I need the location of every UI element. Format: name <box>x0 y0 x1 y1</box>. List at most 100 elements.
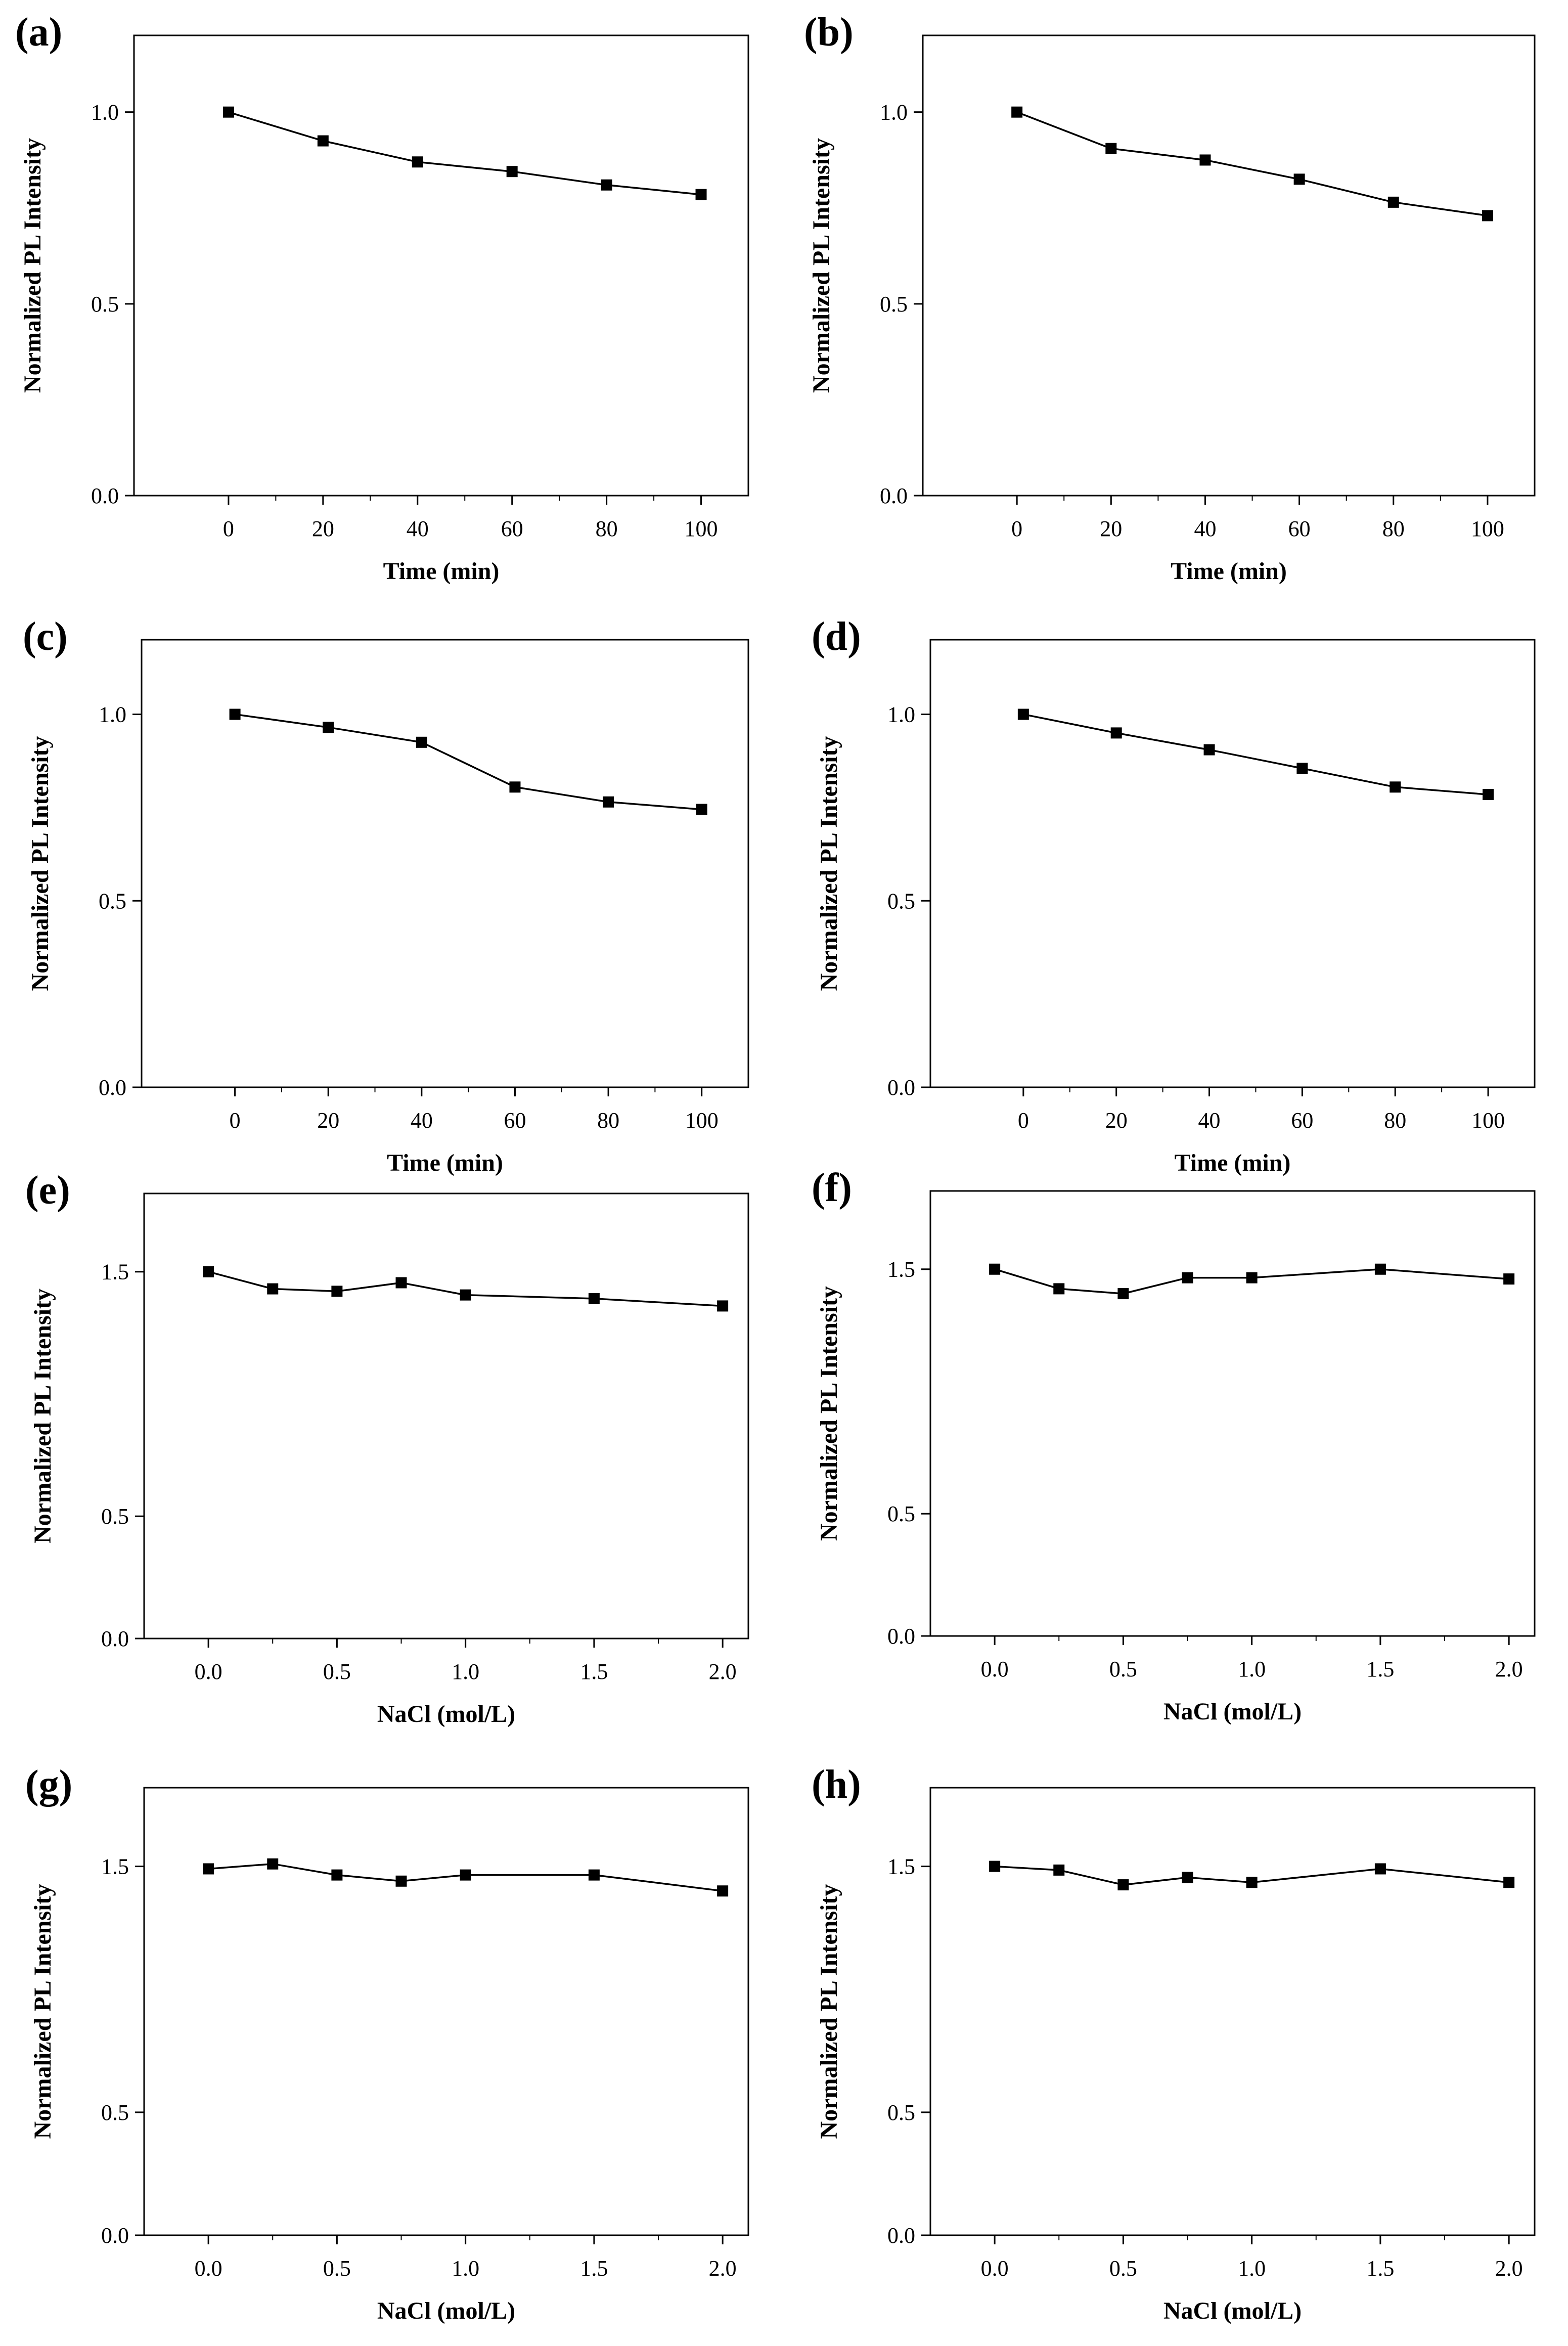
x-tick-label: 0 <box>223 516 234 541</box>
y-axis-title: Normalized PL Intensity <box>808 138 835 393</box>
data-point <box>1117 1879 1129 1891</box>
data-point <box>1199 154 1211 166</box>
y-tick-label: 0.0 <box>101 1626 129 1651</box>
x-tick-label: 80 <box>1384 1108 1406 1133</box>
series-line <box>228 111 701 196</box>
data-point <box>1117 1288 1129 1300</box>
data-point <box>989 1263 1001 1275</box>
data-point <box>460 1289 471 1301</box>
x-tick-label: 20 <box>317 1108 339 1133</box>
plot-frame <box>929 1787 1536 2236</box>
x-tick-label: 1.5 <box>580 1659 608 1684</box>
panel-label: (d) <box>812 614 861 659</box>
data-point <box>1053 1283 1065 1295</box>
data-point <box>416 736 427 748</box>
y-axis-title: Normalized PL Intensity <box>19 138 46 393</box>
series-line <box>235 713 702 811</box>
data-point <box>1482 210 1493 222</box>
y-tick-label: 0.0 <box>101 2223 129 2248</box>
x-tick-label: 100 <box>1471 516 1504 541</box>
data-point <box>317 135 329 147</box>
y-tick-label: 0.0 <box>887 1075 915 1100</box>
y-tick-label: 0.5 <box>101 2100 129 2125</box>
data-point <box>603 796 614 808</box>
x-tick-label: 20 <box>312 516 334 541</box>
x-tick-label: 0.0 <box>981 2256 1009 2281</box>
y-axis-title: Normalized PL Intensity <box>816 1884 842 2139</box>
data-point <box>395 1875 407 1887</box>
x-tick-label: 2.0 <box>1495 1657 1523 1681</box>
y-axis-title: Normalized PL Intensity <box>816 1286 842 1541</box>
panel-label: (g) <box>25 1762 72 1807</box>
x-tick-label: 40 <box>407 516 429 541</box>
y-axis-title: Normalized PL Intensity <box>816 736 842 991</box>
data-point <box>1182 1872 1193 1883</box>
y-tick-label: 0.0 <box>887 2223 915 2248</box>
data-point <box>1374 1863 1386 1875</box>
x-tick-label: 1.0 <box>1238 2256 1266 2281</box>
plot-frame <box>133 34 749 497</box>
panel-b: (b) 0 20 40 60 80 100 0.0 0.5 1.0 Time (min) Normal… <box>804 10 1536 585</box>
data-point <box>222 106 234 118</box>
panel-label: (h) <box>812 1762 861 1807</box>
data-point <box>1203 744 1215 756</box>
series-line <box>208 1271 723 1307</box>
data-point <box>412 156 423 168</box>
plot-frame <box>143 1787 749 2236</box>
data-point <box>1296 763 1308 774</box>
x-tick-label: 1.0 <box>1238 1657 1266 1681</box>
y-tick-label: 0.0 <box>91 483 119 508</box>
x-axis-title: NaCl (mol/L) <box>377 2297 515 2324</box>
data-point <box>1390 781 1401 793</box>
data-point <box>229 709 241 720</box>
y-tick-label: 0.5 <box>91 292 119 317</box>
x-axis-title: Time (min) <box>387 1149 503 1176</box>
y-tick-label: 1.5 <box>887 1257 915 1282</box>
data-point <box>203 1266 214 1277</box>
y-tick-label: 0.0 <box>99 1075 126 1100</box>
x-tick-label: 0.0 <box>195 1659 222 1684</box>
y-tick-label: 1.0 <box>880 100 908 125</box>
y-tick-label: 0.5 <box>887 2100 915 2125</box>
x-axis-title: Time (min) <box>383 558 500 585</box>
x-tick-label: 1.5 <box>1366 2256 1394 2281</box>
plot-frame <box>143 1192 749 1640</box>
data-point <box>506 166 518 178</box>
data-point <box>588 1293 600 1304</box>
x-tick-label: 0.5 <box>323 1659 351 1684</box>
plot-frame <box>922 34 1536 497</box>
x-tick-label: 0 <box>230 1108 241 1133</box>
data-point <box>601 179 612 191</box>
y-tick-label: 1.5 <box>101 1260 129 1285</box>
x-axis-title: NaCl (mol/L) <box>377 1701 515 1728</box>
y-tick-label: 0.0 <box>880 483 908 508</box>
data-point <box>1387 196 1399 208</box>
panel-f: (f) 0.0 0.5 1.0 1.5 2.0 0.0 0.5 1.5 NaCl (mol/L) N… <box>812 1166 1536 1725</box>
y-axis-title: Normalized PL Intensity <box>29 1289 56 1543</box>
panel-h: (h) 0.0 0.5 1.0 1.5 2.0 0.0 0.5 1.5 NaCl (mol/L) N… <box>812 1762 1536 2324</box>
x-tick-label: 60 <box>1291 1108 1313 1133</box>
data-point <box>717 1885 729 1897</box>
x-tick-label: 1.0 <box>452 1659 479 1684</box>
x-tick-label: 1.0 <box>452 2256 479 2281</box>
data-point <box>696 804 707 815</box>
x-tick-label: 100 <box>685 516 718 541</box>
data-point <box>588 1869 600 1881</box>
x-tick-label: 80 <box>596 516 618 541</box>
y-tick-label: 0.5 <box>887 889 915 913</box>
data-point <box>509 781 521 793</box>
x-tick-label: 20 <box>1105 1108 1128 1133</box>
x-tick-label: 40 <box>1198 1108 1221 1133</box>
data-point <box>267 1283 279 1295</box>
data-point <box>1246 1272 1258 1283</box>
x-axis-title: Time (min) <box>1175 1149 1291 1176</box>
x-tick-label: 0.0 <box>195 2256 222 2281</box>
y-tick-label: 1.0 <box>99 702 126 727</box>
data-point <box>1483 789 1494 801</box>
x-tick-label: 0.5 <box>1109 1657 1137 1681</box>
x-tick-label: 60 <box>504 1108 526 1133</box>
y-tick-label: 1.0 <box>887 702 915 727</box>
x-tick-label: 20 <box>1100 516 1122 541</box>
x-tick-label: 1.5 <box>1366 1657 1394 1681</box>
